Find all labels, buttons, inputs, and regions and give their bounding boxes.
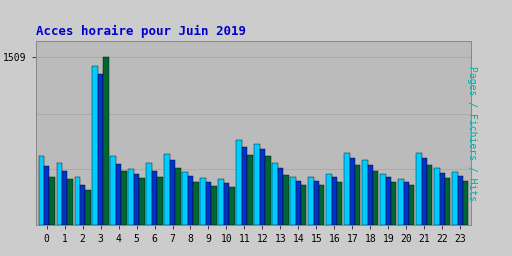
Bar xyxy=(409,185,414,225)
Bar xyxy=(116,164,121,225)
Bar xyxy=(62,170,67,225)
Bar xyxy=(260,149,265,225)
Bar xyxy=(440,173,445,225)
Bar xyxy=(254,144,260,225)
Bar xyxy=(421,158,427,225)
Bar xyxy=(445,178,451,225)
Bar xyxy=(355,165,360,225)
Bar xyxy=(103,57,109,225)
Bar xyxy=(344,153,350,225)
Bar xyxy=(152,170,157,225)
Bar xyxy=(386,177,391,225)
Text: Acces horaire pour Juin 2019: Acces horaire pour Juin 2019 xyxy=(36,25,246,38)
Bar xyxy=(362,161,368,225)
Bar xyxy=(265,156,270,225)
Y-axis label: Pages / Fichiers / Hits: Pages / Fichiers / Hits xyxy=(466,66,477,201)
Bar xyxy=(38,156,44,225)
Bar xyxy=(427,165,432,225)
Bar xyxy=(452,172,458,225)
Bar xyxy=(170,161,175,225)
Bar xyxy=(326,174,332,225)
Bar xyxy=(49,177,55,225)
Bar xyxy=(139,178,144,225)
Bar xyxy=(272,163,278,225)
Bar xyxy=(278,168,283,225)
Bar xyxy=(164,154,170,225)
Bar xyxy=(337,182,343,225)
Bar xyxy=(296,180,301,225)
Bar xyxy=(86,189,91,225)
Bar xyxy=(224,183,229,225)
Bar xyxy=(247,155,252,225)
Bar xyxy=(98,74,103,225)
Bar xyxy=(111,156,116,225)
Bar xyxy=(44,166,49,225)
Bar xyxy=(391,182,396,225)
Bar xyxy=(283,175,288,225)
Bar xyxy=(200,178,206,225)
Bar xyxy=(175,168,181,225)
Bar xyxy=(290,177,296,225)
Bar xyxy=(121,170,126,225)
Bar xyxy=(219,179,224,225)
Bar xyxy=(403,182,409,225)
Bar xyxy=(237,140,242,225)
Bar xyxy=(332,177,337,225)
Bar xyxy=(80,185,86,225)
Bar xyxy=(93,66,98,225)
Bar xyxy=(458,176,463,225)
Bar xyxy=(380,174,386,225)
Bar xyxy=(314,180,319,225)
Bar xyxy=(157,177,163,225)
Bar xyxy=(242,147,247,225)
Bar xyxy=(368,165,373,225)
Bar xyxy=(188,176,193,225)
Bar xyxy=(129,169,134,225)
Bar xyxy=(56,163,62,225)
Bar xyxy=(308,177,314,225)
Bar xyxy=(463,180,468,225)
Bar xyxy=(434,168,440,225)
Bar xyxy=(373,170,378,225)
Bar xyxy=(193,182,199,225)
Bar xyxy=(350,158,355,225)
Bar xyxy=(211,186,217,225)
Bar xyxy=(319,185,325,225)
Bar xyxy=(229,187,234,225)
Bar xyxy=(75,177,80,225)
Bar xyxy=(134,174,139,225)
Bar xyxy=(416,153,421,225)
Bar xyxy=(398,179,403,225)
Bar xyxy=(182,172,188,225)
Bar xyxy=(67,179,73,225)
Bar xyxy=(206,182,211,225)
Bar xyxy=(146,163,152,225)
Bar xyxy=(301,185,307,225)
